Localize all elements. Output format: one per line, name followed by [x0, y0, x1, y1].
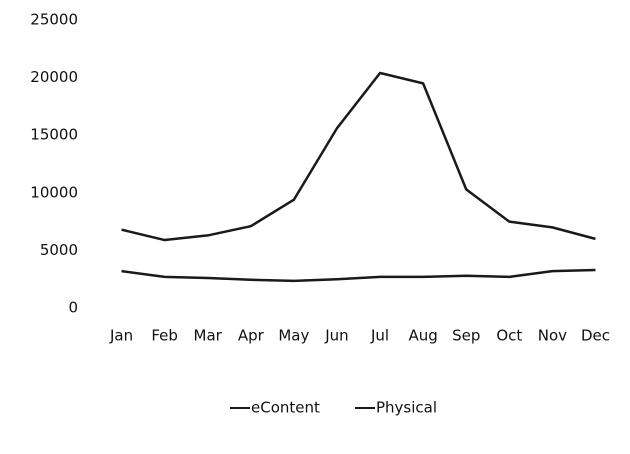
x-tick-label: Mar	[194, 327, 223, 345]
x-tick-label: Feb	[151, 327, 178, 345]
y-tick-label: 0	[68, 299, 78, 317]
x-tick-label: May	[278, 327, 309, 345]
y-tick-label: 5000	[40, 241, 78, 259]
y-tick-label: 10000	[30, 183, 78, 201]
x-tick-label: Nov	[538, 327, 567, 345]
x-tick-label: Jun	[324, 327, 348, 345]
line-series	[121, 71, 596, 242]
x-tick-label: Aug	[408, 327, 437, 345]
x-tick-label: Oct	[496, 327, 522, 345]
x-tick-label: Sep	[452, 327, 480, 345]
line-series	[121, 268, 596, 283]
legend-label: Physical	[376, 399, 437, 417]
x-tick-label: Jul	[370, 327, 389, 345]
x-tick-label: Jan	[109, 327, 133, 345]
y-tick-label: 20000	[30, 68, 78, 86]
x-tick-label: Dec	[581, 327, 610, 345]
x-tick-label: Apr	[238, 327, 265, 345]
y-tick-label: 25000	[30, 11, 78, 29]
legend-label: eContent	[251, 399, 320, 417]
y-tick-label: 15000	[30, 126, 78, 144]
